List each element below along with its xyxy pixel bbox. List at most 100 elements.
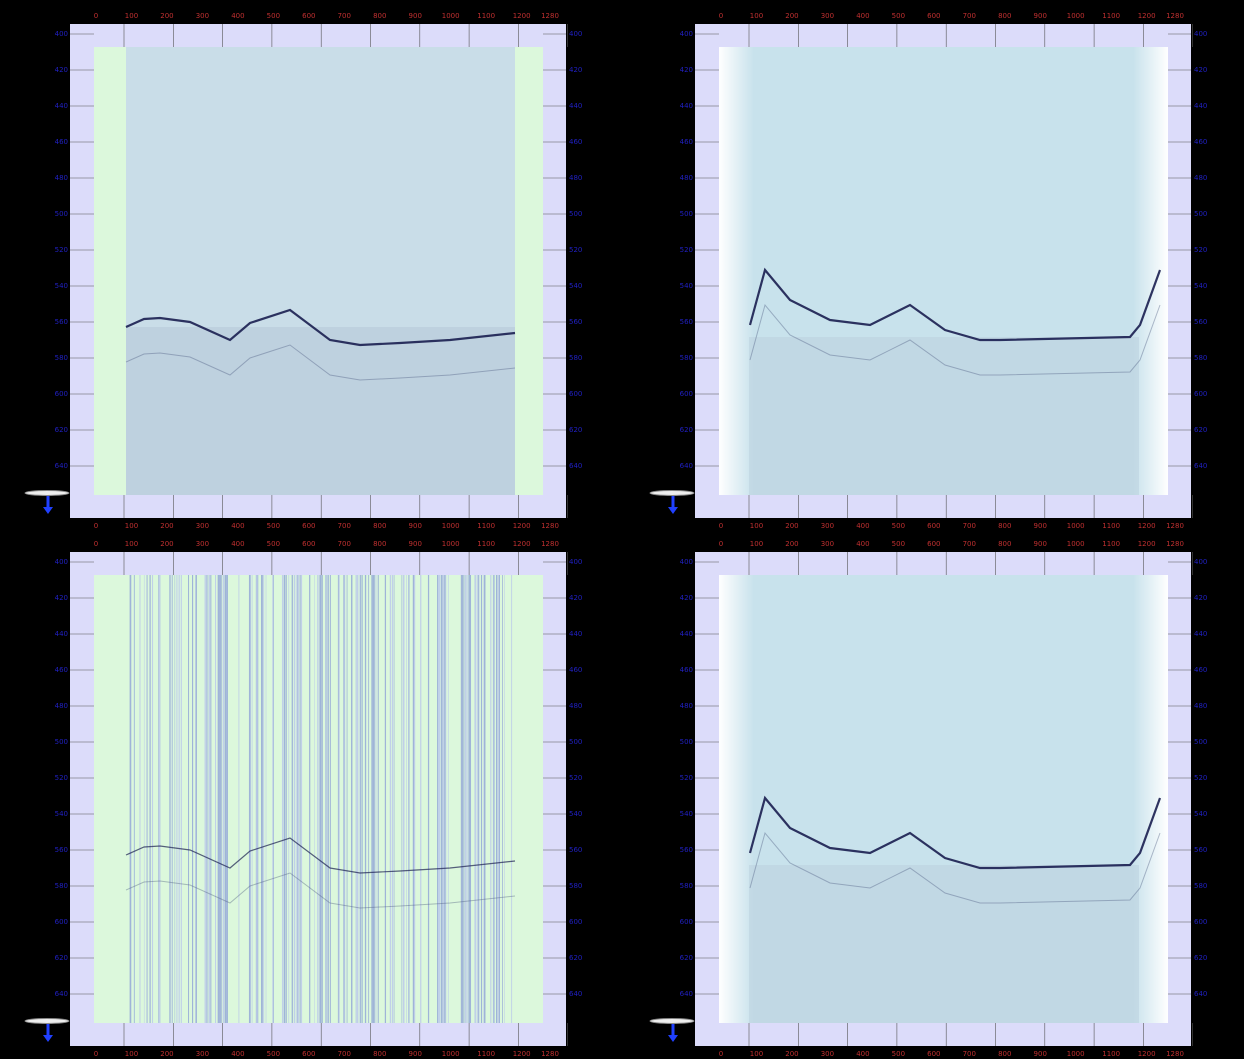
- y-tick-label: 500: [680, 210, 693, 218]
- y-tick-label: 640: [1194, 462, 1207, 470]
- y-tick-label: 580: [680, 354, 693, 362]
- tool-arrow-head: [668, 1035, 678, 1042]
- x-tick-label: 0: [719, 522, 723, 530]
- x-tick-label: 600: [302, 522, 315, 530]
- seismic-image: [719, 47, 1168, 495]
- x-tick-label: 400: [856, 12, 869, 20]
- y-tick-label: 440: [55, 102, 68, 110]
- y-tick-label: 540: [1194, 810, 1207, 818]
- y-tick-label: 640: [55, 462, 68, 470]
- x-tick-label: 500: [892, 12, 905, 20]
- x-tick-label: 1100: [1102, 540, 1120, 548]
- image-fade: [719, 575, 754, 1023]
- x-tick-label: 1000: [442, 12, 460, 20]
- x-tick-label: 1280: [541, 12, 559, 20]
- x-tick-label: 1200: [1138, 522, 1156, 530]
- y-tick-label: 400: [1194, 30, 1207, 38]
- tool-arrow-head: [43, 1035, 53, 1042]
- x-tick-label: 200: [160, 540, 173, 548]
- x-tick-label: 0: [719, 1050, 723, 1058]
- x-tick-label: 400: [231, 540, 244, 548]
- x-tick-label: 500: [892, 540, 905, 548]
- x-tick-label: 100: [125, 12, 138, 20]
- scale-tool[interactable]: [24, 490, 70, 515]
- x-tick-label: 700: [963, 12, 976, 20]
- y-tick-label: 560: [569, 318, 582, 326]
- y-tick-label: 540: [55, 282, 68, 290]
- x-tick-label: 800: [373, 540, 386, 548]
- x-tick-label: 100: [125, 1050, 138, 1058]
- x-tick-label: 800: [373, 12, 386, 20]
- seismic-panel: 0 0 100 100 200 200 300 300 400 400 500 500 600 600 70…: [55, 540, 583, 1058]
- x-tick-label: 700: [963, 522, 976, 530]
- y-tick-label: 400: [569, 30, 582, 38]
- x-tick-label: 800: [998, 540, 1011, 548]
- x-tick-label: 600: [927, 12, 940, 20]
- y-tick-label: 480: [569, 174, 582, 182]
- x-tick-label: 1000: [1067, 540, 1085, 548]
- seismic-panel: 0 0 100 100 200 200 300 300 400 400 500 500 600 600 70…: [680, 12, 1208, 530]
- x-tick-label: 700: [338, 12, 351, 20]
- y-tick-label: 540: [680, 810, 693, 818]
- x-tick-label: 1200: [513, 12, 531, 20]
- y-tick-label: 520: [680, 246, 693, 254]
- y-tick-label: 480: [569, 702, 582, 710]
- y-tick-label: 620: [1194, 426, 1207, 434]
- y-tick-label: 420: [680, 66, 693, 74]
- x-tick-label: 900: [409, 12, 422, 20]
- x-tick-label: 400: [856, 522, 869, 530]
- y-tick-label: 500: [569, 738, 582, 746]
- x-tick-label: 700: [963, 540, 976, 548]
- y-tick-label: 560: [680, 846, 693, 854]
- y-tick-label: 500: [1194, 210, 1207, 218]
- y-tick-label: 620: [55, 426, 68, 434]
- seismic-panel: 0 0 100 100 200 200 300 300 400 400 500 500 600 600 70…: [55, 12, 583, 530]
- x-tick-label: 0: [94, 1050, 98, 1058]
- tool-bar: [649, 490, 695, 496]
- x-tick-label: 100: [750, 1050, 763, 1058]
- tool-bar: [24, 490, 70, 496]
- scale-tool[interactable]: [649, 490, 695, 515]
- x-tick-label: 1280: [541, 540, 559, 548]
- y-tick-label: 480: [55, 174, 68, 182]
- y-tick-label: 400: [55, 558, 68, 566]
- x-tick-label: 200: [160, 12, 173, 20]
- y-tick-label: 500: [55, 210, 68, 218]
- seismic-image: [94, 47, 543, 495]
- x-tick-label: 300: [196, 540, 209, 548]
- x-tick-label: 1000: [1067, 12, 1085, 20]
- x-tick-label: 100: [125, 540, 138, 548]
- y-tick-label: 580: [680, 882, 693, 890]
- x-tick-label: 400: [231, 12, 244, 20]
- y-tick-label: 420: [680, 594, 693, 602]
- y-tick-label: 620: [1194, 954, 1207, 962]
- y-tick-label: 600: [680, 918, 693, 926]
- x-tick-label: 200: [785, 1050, 798, 1058]
- x-tick-label: 700: [963, 1050, 976, 1058]
- y-tick-label: 620: [569, 954, 582, 962]
- x-tick-label: 0: [719, 540, 723, 548]
- x-tick-label: 300: [821, 12, 834, 20]
- x-tick-label: 1280: [1166, 1050, 1184, 1058]
- x-tick-label: 900: [409, 1050, 422, 1058]
- y-tick-label: 640: [569, 990, 582, 998]
- x-tick-label: 400: [231, 1050, 244, 1058]
- y-tick-label: 480: [680, 702, 693, 710]
- x-tick-label: 600: [302, 12, 315, 20]
- x-tick-label: 1000: [442, 1050, 460, 1058]
- x-tick-label: 0: [94, 522, 98, 530]
- tool-arrow-head: [43, 507, 53, 514]
- y-tick-label: 640: [55, 990, 68, 998]
- x-tick-label: 300: [196, 522, 209, 530]
- y-tick-label: 580: [55, 354, 68, 362]
- y-tick-label: 480: [55, 702, 68, 710]
- y-tick-label: 520: [569, 774, 582, 782]
- scale-tool[interactable]: [649, 1018, 695, 1043]
- scale-tool[interactable]: [24, 1018, 70, 1043]
- x-tick-label: 900: [1034, 1050, 1047, 1058]
- y-tick-label: 460: [1194, 138, 1207, 146]
- x-tick-label: 1280: [541, 1050, 559, 1058]
- y-tick-label: 440: [680, 630, 693, 638]
- y-tick-label: 540: [55, 810, 68, 818]
